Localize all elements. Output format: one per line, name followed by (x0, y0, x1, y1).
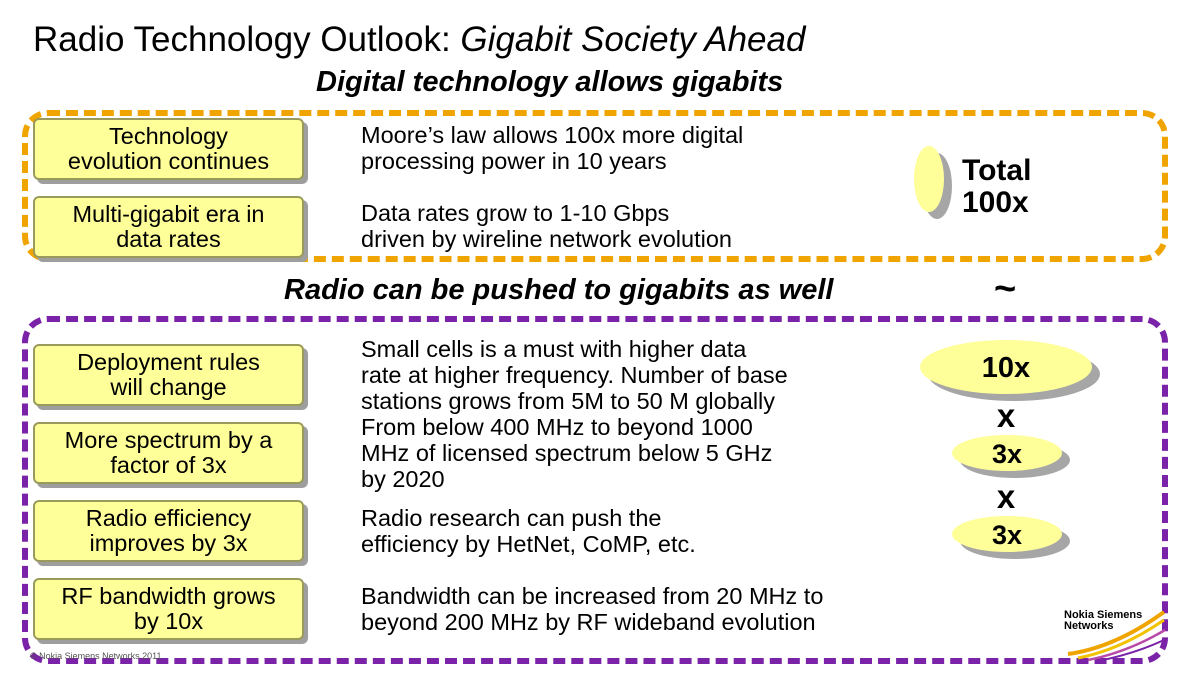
desc-moores-law: Moore’s law allows 100x more digital pro… (361, 122, 743, 174)
logo-line: Nokia Siemens (1064, 609, 1143, 621)
box-line: evolution continues (67, 148, 270, 174)
title-emphasis: Gigabit Society Ahead (460, 20, 806, 59)
desc-line: Bandwidth can be increased from 20 MHz t… (361, 583, 824, 609)
box-line: Radio efficiency (85, 505, 252, 531)
desc-line: stations grows from 5M to 50 M globally (361, 388, 776, 414)
times-symbol: x (996, 478, 1016, 515)
box-line: Multi-gigabit era in (72, 201, 265, 227)
logo-text: Nokia Siemens Networks (1064, 610, 1142, 632)
desc-line: Moore’s law allows 100x more digital (361, 122, 744, 148)
total-word: Total (962, 154, 1032, 187)
box-technology-evolution: Technology evolution continues (33, 118, 304, 180)
logo-line: Networks (1064, 620, 1114, 632)
factor-10x: 10x (981, 352, 1031, 384)
desc-line: processing power in 10 years (361, 148, 667, 174)
desc-line: rate at higher frequency. Number of base (361, 362, 788, 388)
box-line: Technology (109, 123, 228, 149)
title-main: Radio Technology Outlook: (33, 20, 451, 59)
desc-bandwidth: Bandwidth can be increased from 20 MHz t… (361, 583, 823, 635)
box-line: Deployment rules (77, 349, 260, 375)
desc-efficiency: Radio research can push the efficiency b… (361, 505, 696, 557)
desc-line: Radio research can push the (361, 505, 662, 531)
desc-line: Small cells is a must with higher data (361, 336, 747, 362)
digital-frame (22, 110, 1168, 262)
total-value: 100x (962, 186, 1029, 219)
box-more-spectrum: More spectrum by a factor of 3x (33, 422, 304, 484)
box-deployment-rules: Deployment rules will change (33, 344, 304, 406)
box-line: RF bandwidth grows (61, 583, 276, 609)
factor-3x-spectrum: 3x (991, 439, 1023, 469)
radio-heading: Radio can be pushed to gigabits as well (284, 274, 834, 306)
factor-ellipse-10x (920, 340, 1092, 394)
total-label: Total 100x (962, 155, 1031, 219)
logo-swoosh-icon (1067, 610, 1166, 662)
times-symbol: x (996, 397, 1016, 434)
box-radio-efficiency: Radio efficiency improves by 3x (33, 500, 304, 562)
copyright-footer: © Nokia Siemens Networks 2011 (30, 651, 162, 661)
box-rf-bandwidth: RF bandwidth grows by 10x (33, 578, 304, 640)
approx-symbol: ~ (994, 268, 1017, 310)
desc-line: MHz of licensed spectrum below 5 GHz (361, 440, 773, 466)
total-ellipse (914, 146, 944, 212)
box-line: will change (110, 374, 227, 400)
box-multi-gigabit: Multi-gigabit era in data rates (33, 196, 304, 258)
factor-ellipse-3x-spectrum (952, 435, 1062, 471)
box-line: More spectrum by a (64, 427, 273, 453)
box-line: by 10x (133, 608, 204, 634)
slide-title: Radio Technology Outlook: Gigabit Societ… (33, 20, 805, 60)
desc-line: beyond 200 MHz by RF wideband evolution (361, 609, 816, 635)
desc-line: driven by wireline network evolution (361, 226, 732, 252)
desc-data-rates: Data rates grow to 1-10 Gbps driven by w… (361, 200, 732, 252)
desc-line: efficiency by HetNet, CoMP, etc. (361, 531, 696, 557)
digital-heading: Digital technology allows gigabits (316, 66, 784, 98)
factor-3x-efficiency: 3x (991, 520, 1023, 550)
box-line: data rates (116, 226, 221, 252)
factor-ellipse-3x-efficiency (952, 516, 1062, 552)
nokia-siemens-logo: Nokia Siemens Networks (1064, 604, 1168, 662)
desc-line: From below 400 MHz to beyond 1000 (361, 414, 753, 440)
box-line: improves by 3x (89, 530, 248, 556)
radio-frame (22, 316, 1168, 664)
desc-line: by 2020 (361, 466, 445, 492)
desc-line: Data rates grow to 1-10 Gbps (361, 200, 670, 226)
box-line: factor of 3x (110, 452, 227, 478)
desc-small-cells-spectrum: Small cells is a must with higher data r… (361, 336, 788, 492)
